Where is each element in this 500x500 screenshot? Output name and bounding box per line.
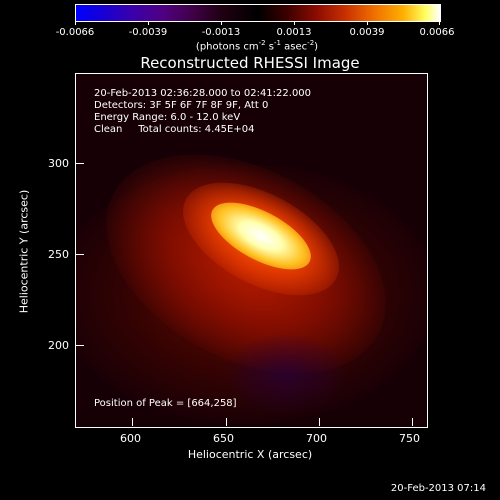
colorbar-tick-label: -0.0039	[128, 27, 168, 38]
x-tick	[132, 418, 133, 426]
colorbar-tick-label: -0.0066	[55, 27, 95, 38]
colorbar-tick	[367, 21, 368, 25]
y-tick	[76, 345, 84, 346]
y-tick-label: 200	[48, 339, 69, 352]
x-tick-label: 600	[120, 432, 141, 445]
colorbar-tick-label: 0.0039	[349, 27, 385, 38]
image-title: Reconstructed RHESSI Image	[140, 54, 360, 72]
colorbar-units: (photons cm-2 s-1 asec-2)	[195, 39, 319, 53]
info-peak-position: Position of Peak = [664,258]	[94, 398, 237, 409]
colorbar-tick	[221, 21, 222, 25]
x-tick-label: 750	[399, 432, 420, 445]
x-tick	[319, 418, 320, 426]
colorbar-tick-label: 0.0066	[419, 27, 455, 38]
x-tick	[226, 418, 227, 426]
info-detectors: Detectors: 3F 5F 6F 7F 8F 9F, Att 0	[94, 100, 269, 111]
x-tick-label: 650	[213, 432, 234, 445]
colorbar	[75, 4, 441, 22]
y-axis-title: Heliocentric Y (arcsec)	[17, 189, 31, 314]
footer-timestamp: 20-Feb-2013 07:14	[390, 483, 486, 494]
y-tick	[76, 254, 84, 255]
colorbar-tick	[148, 21, 149, 25]
colorbar-tick	[294, 21, 295, 25]
y-tick-label: 250	[48, 248, 69, 261]
colorbar-tick	[75, 21, 76, 25]
colorbar-tick-label: -0.0013	[201, 27, 241, 38]
x-tick-label: 700	[306, 432, 327, 445]
x-axis-title: Heliocentric X (arcsec)	[187, 448, 313, 461]
info-clean: Clean Total counts: 4.45E+04	[94, 124, 255, 135]
colorbar-tick-label: 0.0013	[276, 27, 312, 38]
info-time-range: 20-Feb-2013 02:36:28.000 to 02:41:22.000	[94, 88, 312, 99]
y-tick-label: 300	[48, 157, 69, 170]
x-tick	[412, 418, 413, 426]
y-tick	[76, 163, 84, 164]
image-negative-region	[226, 334, 346, 414]
info-energy-range: Energy Range: 6.0 - 12.0 keV	[94, 112, 241, 123]
rhessi-image-plot: 20-Feb-2013 02:36:28.000 to 02:41:22.000…	[75, 73, 428, 428]
colorbar-tick	[439, 21, 440, 25]
